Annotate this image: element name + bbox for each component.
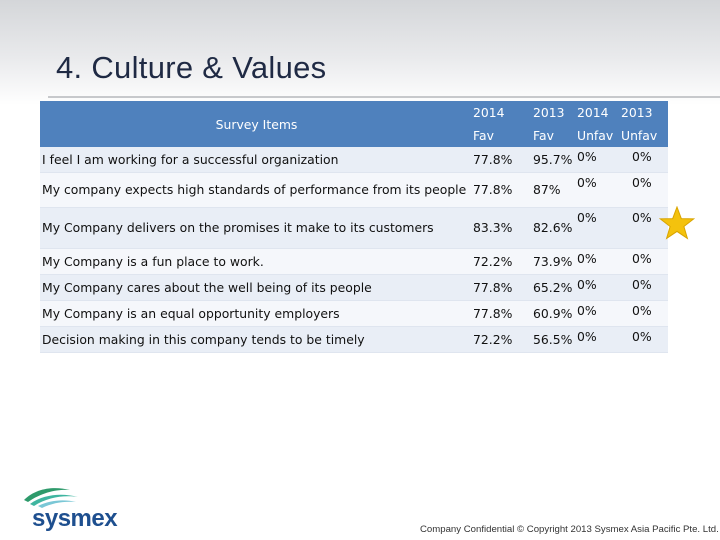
star-icon — [659, 206, 695, 240]
survey-item: I feel I am working for a successful org… — [40, 147, 470, 173]
header-year-2014-fav: 2014 — [470, 101, 530, 124]
fav-2014-value: 77.8% — [470, 274, 530, 301]
survey-item: My Company is an equal opportunity emplo… — [40, 300, 470, 327]
header-year-2014-unfav: 2014 — [574, 101, 618, 124]
fav-2013-value: 60.9% — [530, 300, 574, 327]
table-row: My Company delivers on the promises it m… — [40, 207, 668, 249]
unfav-2014-value: 0% — [574, 172, 618, 208]
fav-2013-value: 73.9% — [530, 248, 574, 275]
fav-2013-value: 95.7% — [530, 147, 574, 173]
fav-2013-value: 56.5% — [530, 326, 574, 353]
fav-2013-value: 87% — [530, 172, 574, 208]
header-type-unfav-2013: Unfav — [618, 124, 668, 147]
unfav-2014-value: 0% — [574, 326, 618, 353]
fav-2014-value: 72.2% — [470, 248, 530, 275]
unfav-2013-value: 0% — [618, 274, 668, 301]
unfav-2014-value: 0% — [574, 248, 618, 275]
table-row: My Company is a fun place to work. 72.2%… — [40, 248, 668, 275]
table-row: My company expects high standards of per… — [40, 172, 668, 208]
fav-2014-value: 77.8% — [470, 300, 530, 327]
unfav-2013-value: 0% — [618, 326, 668, 353]
unfav-2014-value: 0% — [574, 274, 618, 301]
sysmex-logo: sysmex — [18, 484, 128, 532]
fav-2014-value: 83.3% — [470, 207, 530, 249]
unfav-2014-value: 0% — [574, 300, 618, 327]
fav-2013-value: 65.2% — [530, 274, 574, 301]
table-row: I feel I am working for a successful org… — [40, 147, 668, 173]
header-row-types: Fav Fav Unfav Unfav — [40, 124, 668, 147]
unfav-2013-value: 0% — [618, 300, 668, 327]
table-row: My Company cares about the well being of… — [40, 274, 668, 301]
survey-item: My Company delivers on the promises it m… — [40, 207, 470, 249]
header-year-2013-fav: 2013 — [530, 101, 574, 124]
table-row: My Company is an equal opportunity emplo… — [40, 300, 668, 327]
footer-copyright: Company Confidential © Copyright 2013 Sy… — [420, 524, 719, 535]
fav-2013-value: 82.6% — [530, 207, 574, 249]
unfav-2013-value: 0% — [618, 172, 668, 208]
sysmex-logo-text: sysmex — [32, 505, 118, 532]
header-survey-items: Survey Items — [40, 101, 470, 147]
survey-item: My Company is a fun place to work. — [40, 248, 470, 275]
unfav-2013-value: 0% — [618, 147, 668, 173]
header-type-unfav-2014: Unfav — [574, 124, 618, 147]
survey-item: Decision making in this company tends to… — [40, 326, 470, 353]
table-row: Decision making in this company tends to… — [40, 326, 668, 353]
unfav-2013-value: 0% — [618, 248, 668, 275]
fav-2014-value: 72.2% — [470, 326, 530, 353]
survey-table: Survey Items 2014 2013 2014 2013 Fav Fav… — [40, 101, 668, 353]
unfav-2014-value: 0% — [574, 207, 618, 249]
survey-table-header: Survey Items 2014 2013 2014 2013 Fav Fav… — [40, 101, 668, 147]
fav-2014-value: 77.8% — [470, 172, 530, 208]
header-row-years: Survey Items 2014 2013 2014 2013 — [40, 101, 668, 147]
header-type-fav-2013: Fav — [530, 124, 574, 147]
title-divider — [48, 96, 720, 98]
survey-table-body: I feel I am working for a successful org… — [40, 147, 668, 353]
header-type-fav-2014: Fav — [470, 124, 530, 147]
header-year-2013-unfav: 2013 — [618, 101, 668, 124]
fav-2014-value: 77.8% — [470, 147, 530, 173]
sysmex-logo-swoosh — [24, 488, 78, 508]
unfav-2013-value: 0% — [618, 207, 668, 249]
survey-item: My company expects high standards of per… — [40, 172, 470, 208]
survey-item: My Company cares about the well being of… — [40, 274, 470, 301]
unfav-2014-value: 0% — [574, 147, 618, 173]
title-band — [0, 0, 720, 105]
slide-title: 4. Culture & Values — [56, 50, 327, 85]
